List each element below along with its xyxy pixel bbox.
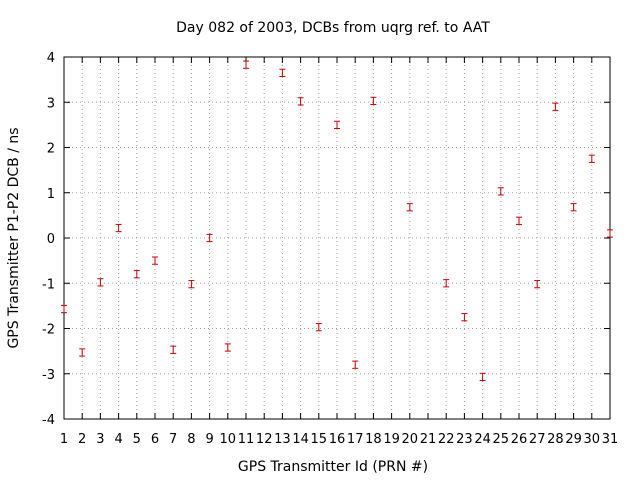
- data-point: [115, 223, 122, 233]
- data-point: [334, 120, 340, 129]
- x-tick-label: 8: [187, 432, 195, 447]
- data-point: [443, 279, 450, 288]
- data-point: [497, 187, 504, 196]
- y-tick-label: -1: [42, 277, 55, 292]
- data-point: [552, 102, 559, 111]
- x-tick-label: 13: [274, 432, 291, 447]
- data-point: [588, 154, 595, 163]
- x-tick-label: 27: [529, 432, 546, 447]
- x-tick-label: 20: [402, 432, 419, 447]
- x-tick-label: 1: [60, 432, 68, 447]
- data-point: [79, 348, 86, 357]
- data-point: [133, 270, 140, 279]
- y-tick-label: -4: [42, 413, 55, 428]
- data-point: [97, 278, 104, 287]
- data-point: [461, 313, 468, 322]
- data-point: [607, 229, 613, 238]
- data-point: [297, 97, 304, 106]
- x-tick-label: 2: [78, 432, 86, 447]
- y-tick-label: 4: [47, 51, 55, 66]
- data-point: [279, 68, 286, 77]
- x-tick-label: 7: [169, 432, 177, 447]
- grid: [64, 57, 610, 419]
- data-point: [370, 96, 377, 106]
- x-tick-label: 28: [547, 432, 564, 447]
- data-points: [61, 60, 613, 382]
- data-point: [516, 216, 522, 225]
- x-tick-label: 10: [220, 432, 237, 447]
- axis-ticks: [63, 56, 611, 420]
- data-point: [315, 323, 322, 332]
- data-point: [61, 304, 67, 314]
- x-tick-label: 25: [493, 432, 510, 447]
- data-point: [224, 343, 231, 352]
- x-tick-label: 29: [565, 432, 582, 447]
- x-tick-label: 19: [383, 432, 400, 447]
- data-point: [243, 60, 249, 69]
- x-tick-label: 11: [238, 432, 255, 447]
- x-tick-label: 31: [602, 432, 619, 447]
- y-tick-labels: -4 -3 -2 -1 0 1 2 3 4: [42, 51, 55, 428]
- x-tick-label: 30: [584, 432, 601, 447]
- y-tick-label: 2: [47, 142, 55, 157]
- data-point: [570, 203, 577, 212]
- x-tick-label: 24: [474, 432, 491, 447]
- data-point: [534, 280, 541, 289]
- y-tick-label: -2: [42, 323, 55, 338]
- x-tick-label: 22: [438, 432, 455, 447]
- x-tick-labels: 1 2 3 4 5 6 7 8 9 10 11 12 13 14 15 16 17 18 19 20 21 22 23 24 2…: [60, 432, 618, 447]
- x-tick-label: 17: [347, 432, 364, 447]
- chart-title: Day 082 of 2003, DCBs from uqrg ref. to …: [176, 20, 490, 36]
- data-point: [152, 256, 158, 265]
- data-point: [406, 203, 413, 212]
- x-tick-label: 6: [151, 432, 159, 447]
- data-point: [352, 360, 359, 369]
- y-tick-label: 0: [47, 232, 55, 247]
- x-tick-label: 21: [420, 432, 437, 447]
- x-tick-label: 15: [311, 432, 328, 447]
- x-tick-label: 9: [205, 432, 213, 447]
- x-axis-label: GPS Transmitter Id (PRN #): [238, 459, 428, 475]
- data-point: [170, 345, 177, 354]
- x-tick-label: 18: [365, 432, 382, 447]
- x-tick-label: 14: [292, 432, 309, 447]
- y-tick-label: -3: [42, 368, 55, 383]
- x-tick-label: 5: [133, 432, 141, 447]
- x-tick-label: 4: [114, 432, 122, 447]
- y-tick-label: 1: [47, 187, 55, 202]
- y-tick-label: 3: [47, 96, 55, 111]
- x-tick-label: 26: [511, 432, 528, 447]
- y-axis-label: GPS Transmitter P1-P2 DCB / ns: [6, 127, 22, 348]
- data-point: [188, 280, 195, 289]
- x-tick-label: 16: [329, 432, 346, 447]
- data-point: [479, 372, 486, 382]
- x-tick-label: 3: [96, 432, 104, 447]
- x-tick-label: 23: [456, 432, 473, 447]
- x-tick-label: 12: [256, 432, 273, 447]
- data-point: [206, 233, 213, 243]
